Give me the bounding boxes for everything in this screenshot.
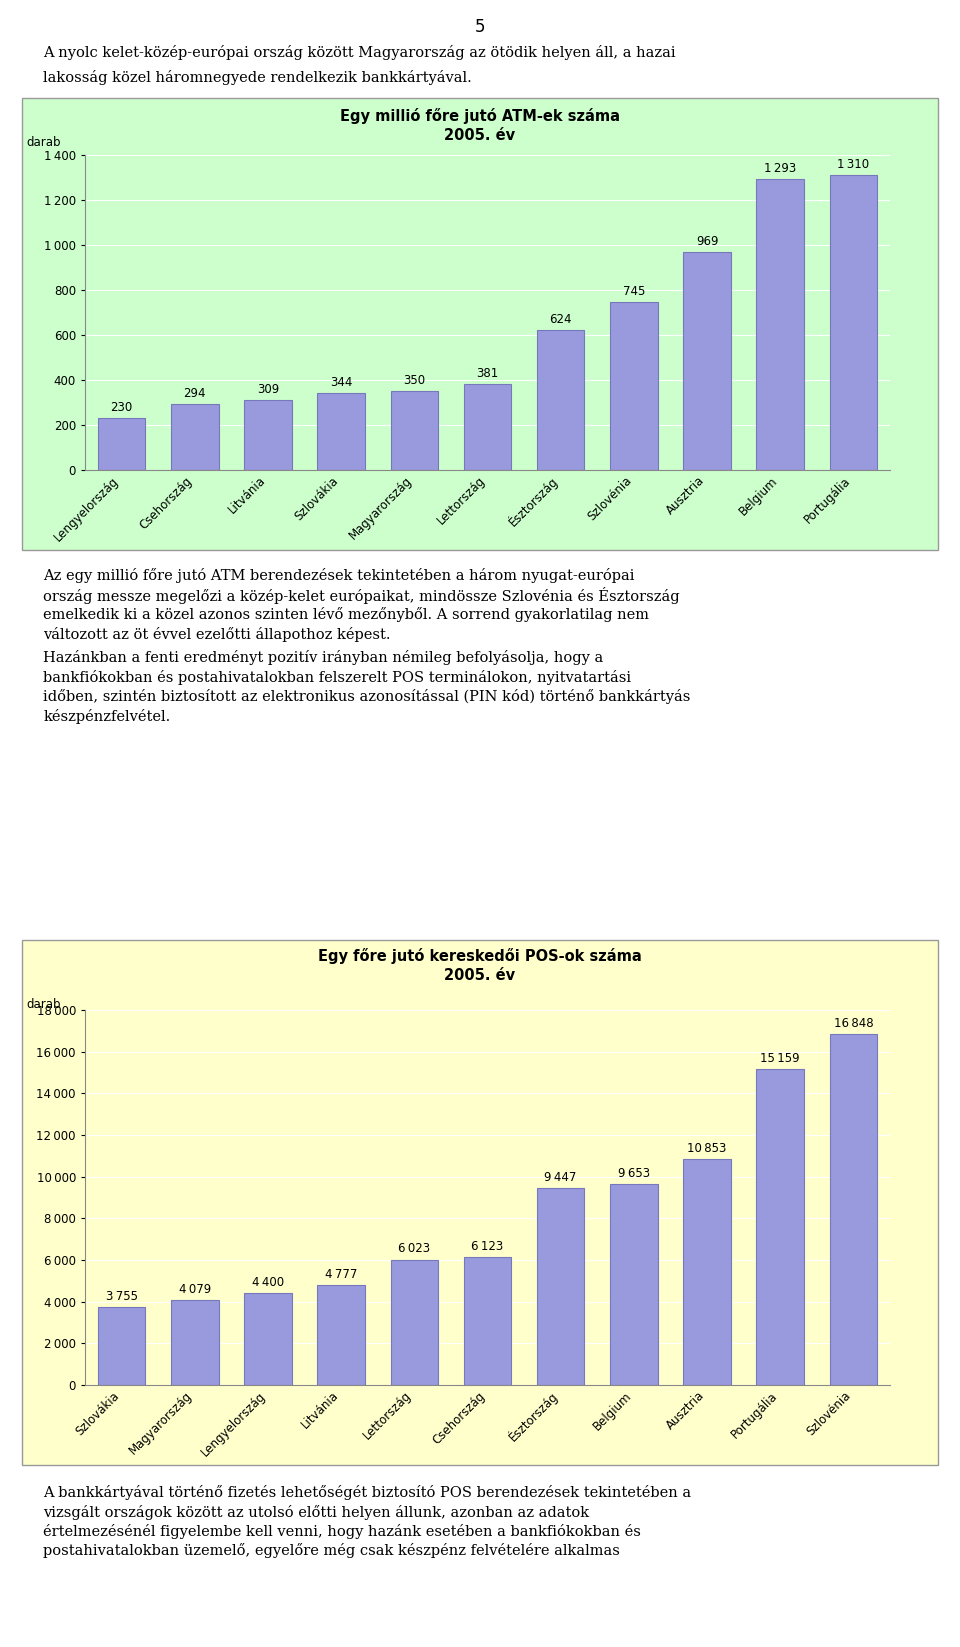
Bar <box>684 1159 731 1385</box>
Bar <box>98 1306 145 1385</box>
Bar <box>464 1257 512 1385</box>
Bar <box>244 400 292 469</box>
Text: A bankkártyával történő fizetés lehetőségét biztosító POS berendezések tekinteté: A bankkártyával történő fizetés lehetősé… <box>43 1486 691 1500</box>
Bar <box>610 1184 658 1385</box>
Text: 2005. év: 2005. év <box>444 968 516 983</box>
Text: változott az öt évvel ezelőtti állapothoz képest.: változott az öt évvel ezelőtti állapotho… <box>43 626 391 641</box>
Text: 3 755: 3 755 <box>106 1290 137 1303</box>
Text: 9 447: 9 447 <box>544 1171 577 1184</box>
Text: 309: 309 <box>257 384 279 397</box>
Text: 15 159: 15 159 <box>760 1052 800 1066</box>
Text: 745: 745 <box>623 285 645 298</box>
Text: értelmezésénél figyelembe kell venni, hogy hazánk esetében a bankfiókokban és: értelmezésénél figyelembe kell venni, ho… <box>43 1523 641 1538</box>
Text: 4 400: 4 400 <box>252 1276 284 1290</box>
Bar <box>684 252 731 469</box>
Text: Az egy millió főre jutó ATM berendezések tekintetében a három nyugat-európai: Az egy millió főre jutó ATM berendezések… <box>43 568 635 583</box>
Text: 5: 5 <box>475 18 485 36</box>
Text: 6 023: 6 023 <box>398 1242 430 1255</box>
Text: 16 848: 16 848 <box>833 1016 874 1029</box>
Bar <box>829 175 877 469</box>
Text: Egy millió főre jutó ATM-ek száma: Egy millió főre jutó ATM-ek száma <box>340 109 620 124</box>
Text: 230: 230 <box>110 402 132 413</box>
Text: 10 853: 10 853 <box>687 1141 727 1155</box>
Text: 624: 624 <box>549 313 572 326</box>
Bar <box>829 1034 877 1385</box>
Text: 969: 969 <box>696 236 718 249</box>
Text: darab: darab <box>27 998 61 1011</box>
Text: bankfiókokban és postahivatalokban felszerelt POS terminálokon, nyitvatartási: bankfiókokban és postahivatalokban felsz… <box>43 669 632 685</box>
Text: 350: 350 <box>403 374 425 387</box>
Text: 344: 344 <box>330 376 352 389</box>
Text: ország messze megelőzi a közép-kelet európaikat, mindössze Szlovénia és Észtorsz: ország messze megelőzi a közép-kelet eur… <box>43 588 680 604</box>
Text: postahivatalokban üzemelő, egyelőre még csak készpénz felvételére alkalmas: postahivatalokban üzemelő, egyelőre még … <box>43 1543 620 1558</box>
Bar <box>391 392 438 469</box>
Text: Hazánkban a fenti eredményt pozitív irányban némileg befolyásolja, hogy a: Hazánkban a fenti eredményt pozitív irán… <box>43 651 604 665</box>
Text: időben, szintén biztosított az elektronikus azonosítással (PIN kód) történő bank: időben, szintén biztosított az elektroni… <box>43 688 690 703</box>
Text: 4 777: 4 777 <box>324 1268 357 1281</box>
Bar <box>537 329 585 469</box>
Text: darab: darab <box>27 137 61 148</box>
Bar <box>756 180 804 469</box>
Text: 381: 381 <box>476 367 498 380</box>
Bar <box>244 1293 292 1385</box>
Bar <box>98 418 145 469</box>
Text: A nyolc kelet-közép-európai ország között Magyarország az ötödik helyen áll, a h: A nyolc kelet-közép-európai ország közöt… <box>43 44 676 59</box>
Text: 1 310: 1 310 <box>837 158 870 171</box>
Text: készpénzfelvétel.: készpénzfelvétel. <box>43 708 171 723</box>
Bar <box>318 392 365 469</box>
Bar <box>537 1187 585 1385</box>
Bar <box>610 303 658 469</box>
Text: 4 079: 4 079 <box>179 1283 211 1296</box>
Text: 9 653: 9 653 <box>618 1166 650 1179</box>
Bar <box>318 1285 365 1385</box>
Text: 1 293: 1 293 <box>764 161 797 175</box>
Text: 6 123: 6 123 <box>471 1240 504 1253</box>
Text: 294: 294 <box>183 387 206 400</box>
Text: Egy főre jutó kereskedői POS-ok száma: Egy főre jutó kereskedői POS-ok száma <box>318 949 642 963</box>
Text: lakosság közel háromnegyede rendelkezik bankkártyával.: lakosság közel háromnegyede rendelkezik … <box>43 71 472 86</box>
Bar <box>464 384 512 469</box>
Bar <box>171 1299 219 1385</box>
Bar <box>171 404 219 469</box>
Text: 2005. év: 2005. év <box>444 128 516 143</box>
Bar <box>391 1260 438 1385</box>
Text: emelkedik ki a közel azonos szinten lévő mezőnyből. A sorrend gyakorlatilag nem: emelkedik ki a közel azonos szinten lévő… <box>43 608 649 623</box>
Bar <box>756 1069 804 1385</box>
Text: vizsgált országok között az utolsó előtti helyen állunk, azonban az adatok: vizsgált országok között az utolsó előtt… <box>43 1504 589 1520</box>
